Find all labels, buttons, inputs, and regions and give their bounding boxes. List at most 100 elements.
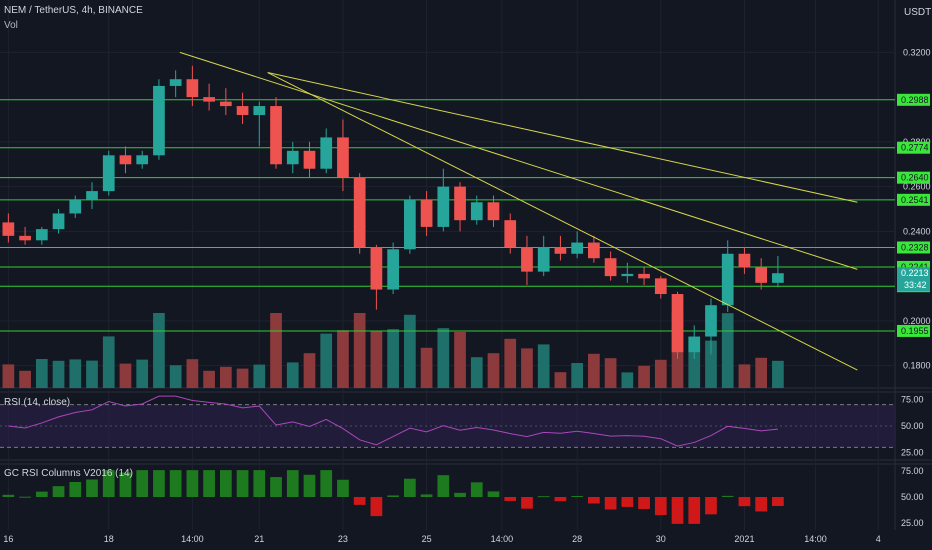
volume-bar xyxy=(86,360,98,388)
symbol-title[interactable]: NEM / TetherUS, 4h, BINANCE xyxy=(4,5,143,16)
volume-bar xyxy=(588,353,600,388)
candle-body xyxy=(437,186,450,227)
candle-body xyxy=(2,222,15,236)
rsi-column xyxy=(588,497,600,504)
rsi-column xyxy=(186,470,199,497)
rsi-column xyxy=(286,470,299,497)
candle-body xyxy=(772,273,784,283)
candle-body xyxy=(705,305,717,337)
time-tick-label: 23 xyxy=(338,534,348,544)
time-axis[interactable]: 16 18 14:00 21 23 25 14:00 28 30 2021 14:00 4 xyxy=(3,534,880,544)
rsi-column xyxy=(404,478,416,497)
rsi-column xyxy=(454,492,466,497)
rsi-column xyxy=(554,497,567,502)
level-badge xyxy=(897,241,930,254)
price-tick-label: 0.3200 xyxy=(903,47,931,57)
candle-body xyxy=(571,242,584,254)
candle-body xyxy=(638,273,650,279)
volume-bar xyxy=(571,363,584,388)
candle-body xyxy=(236,106,249,116)
rsi-column xyxy=(219,470,232,497)
rsi-column xyxy=(52,486,65,497)
volume-bar xyxy=(738,364,751,388)
rsi-columns-title[interactable]: GC RSI Columns V2016 (14) xyxy=(4,468,133,479)
volume-bar xyxy=(504,338,517,388)
rsi-column xyxy=(169,470,182,497)
rsi-column xyxy=(353,497,366,505)
rsi-column xyxy=(772,497,784,507)
rsi-column xyxy=(337,479,349,497)
candle-body xyxy=(102,155,115,192)
rsi-column xyxy=(370,497,383,517)
rsi-line xyxy=(8,395,778,447)
level-badge xyxy=(897,171,930,184)
candle-body xyxy=(119,155,132,165)
volume-bar xyxy=(102,336,115,388)
volume-label: Vol xyxy=(4,20,18,31)
volume-bar xyxy=(236,368,249,388)
rsi-column xyxy=(203,470,215,497)
current-price-badge xyxy=(897,267,930,292)
volume-bar xyxy=(320,333,333,388)
candle-body xyxy=(588,242,600,259)
level-badge-label: 0.2774 xyxy=(901,143,929,153)
rsi-column xyxy=(638,497,650,509)
volume-bar xyxy=(654,359,667,388)
rsi-column xyxy=(270,477,282,497)
indicator-tick-label: 50.00 xyxy=(901,421,924,431)
rsi-column xyxy=(755,497,768,512)
candle-body xyxy=(387,249,399,290)
candle-body xyxy=(370,247,383,290)
volume-bar xyxy=(638,365,650,388)
level-badge xyxy=(897,193,930,206)
trendline xyxy=(267,72,858,371)
rsi-column xyxy=(320,470,333,497)
rsi-column xyxy=(35,491,48,497)
countdown-label: 33:42 xyxy=(904,280,927,290)
rsi-column xyxy=(537,496,550,498)
level-badge xyxy=(897,93,930,106)
level-badge-label: 0.2988 xyxy=(901,95,929,105)
volume-bar xyxy=(470,357,483,388)
rsi-column xyxy=(504,497,517,501)
rsi-column xyxy=(721,495,734,497)
rsi-column xyxy=(2,494,15,497)
time-tick-label: 30 xyxy=(656,534,666,544)
indicator-tick-label: 50.00 xyxy=(901,492,924,502)
volume-bar xyxy=(153,313,165,388)
candle-body xyxy=(320,137,333,169)
candlesticks xyxy=(2,65,784,359)
level-badge xyxy=(897,141,930,154)
rsi-column xyxy=(136,470,149,497)
volume-bar xyxy=(253,364,266,388)
volume-bar xyxy=(621,372,634,388)
rsi-title[interactable]: RSI (14, close) xyxy=(4,397,71,408)
candle-body xyxy=(52,213,65,230)
volume-bar xyxy=(537,344,550,388)
level-badge-label: 0.2241 xyxy=(901,262,929,272)
candle-body xyxy=(186,79,199,98)
volume-bar xyxy=(404,314,416,388)
volume-bar xyxy=(52,360,65,388)
volume-bar xyxy=(303,353,316,388)
trendline xyxy=(267,72,858,203)
rsi-column xyxy=(102,470,115,497)
price-axis[interactable]: 0.32000.28000.26000.24000.20000.18000.29… xyxy=(897,47,931,528)
volume-bar xyxy=(554,372,567,388)
candle-body xyxy=(420,200,433,227)
candle-body xyxy=(337,137,349,178)
trendlines xyxy=(179,51,858,371)
volume-bar xyxy=(2,364,15,388)
time-tick-label: 14:00 xyxy=(181,534,204,544)
candle-body xyxy=(303,150,316,169)
time-tick-label: 28 xyxy=(572,534,582,544)
candle-body xyxy=(219,101,232,107)
level-badge-label: 0.2640 xyxy=(901,173,929,183)
rsi-column xyxy=(236,470,249,497)
rsi-column xyxy=(387,495,399,497)
volume-bar xyxy=(437,328,450,388)
candle-body xyxy=(203,97,215,102)
